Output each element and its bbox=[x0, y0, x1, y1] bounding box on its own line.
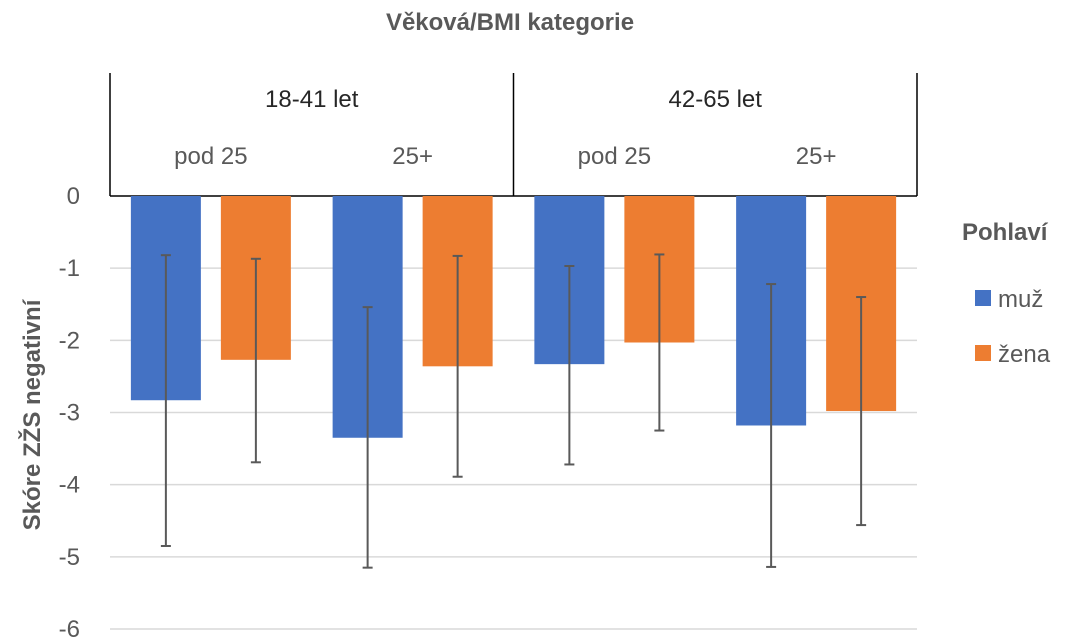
error-bar bbox=[856, 296, 867, 527]
error-bar bbox=[564, 265, 575, 466]
error-bar bbox=[160, 254, 171, 548]
error-bar bbox=[654, 253, 665, 432]
legend: Pohlaví muž žena bbox=[962, 219, 1051, 368]
category-header: 18-41 let pod 25 25+ 42-65 let pod 25 25+ bbox=[109, 73, 918, 197]
y-tick-label: -6 bbox=[59, 616, 80, 641]
legend-label-muz: muž bbox=[998, 286, 1043, 313]
error-bar bbox=[452, 254, 463, 478]
subcategory-label: pod 25 bbox=[174, 143, 247, 170]
y-tick-label: -4 bbox=[59, 472, 80, 499]
error-bar bbox=[362, 306, 373, 569]
subcategory-label: pod 25 bbox=[578, 143, 651, 170]
y-tick-label: -5 bbox=[59, 544, 80, 571]
y-tick-label: -2 bbox=[59, 327, 80, 354]
subcategory-label: 25+ bbox=[796, 143, 837, 170]
error-bar bbox=[766, 283, 777, 568]
legend-swatch-zena bbox=[975, 345, 991, 361]
y-tick-label: 0 bbox=[67, 183, 80, 210]
subcategory-label: 25+ bbox=[392, 143, 433, 170]
legend-label-zena: žena bbox=[998, 341, 1051, 368]
legend-swatch-muz bbox=[975, 290, 991, 306]
bars bbox=[130, 196, 897, 438]
error-bars bbox=[160, 253, 867, 569]
group-label: 42-65 let bbox=[669, 86, 763, 113]
error-bar bbox=[250, 257, 261, 464]
y-axis-label: Skóre ZŽS negativní bbox=[18, 298, 46, 530]
chart-title: Věková/BMI kategorie bbox=[386, 9, 634, 36]
group-label: 18-41 let bbox=[265, 86, 359, 113]
y-ticks: 0 -1 -2 -3 -4 -5 -6 bbox=[59, 183, 80, 641]
y-tick-label: -1 bbox=[59, 255, 80, 282]
legend-title: Pohlaví bbox=[962, 219, 1049, 246]
y-tick-label: -3 bbox=[59, 400, 80, 427]
